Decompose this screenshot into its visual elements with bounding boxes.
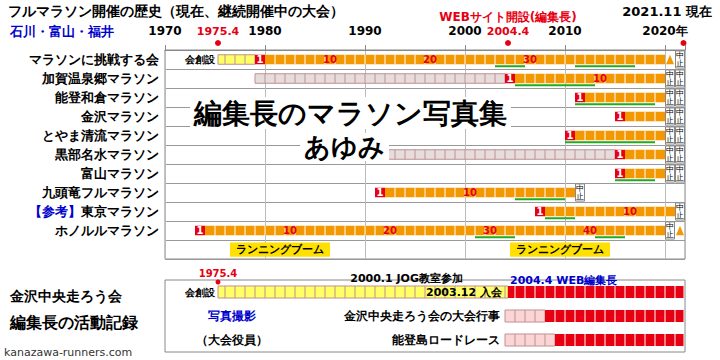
svg-text:止: 止 — [676, 97, 684, 106]
svg-text:2021.11 現在: 2021.11 現在 — [622, 4, 712, 19]
svg-text:止: 止 — [676, 78, 684, 87]
svg-text:中: 中 — [676, 50, 684, 60]
svg-text:石川・富山・福井: 石川・富山・福井 — [9, 24, 114, 39]
svg-text:あゆみ: あゆみ — [304, 132, 385, 162]
svg-text:止: 止 — [676, 59, 684, 68]
svg-text:10: 10 — [323, 54, 337, 65]
svg-text:1: 1 — [377, 187, 384, 198]
svg-text:1: 1 — [617, 168, 624, 179]
svg-text:編集長の活動記録: 編集長の活動記録 — [9, 313, 138, 332]
svg-text:九頭竜フルマラソン: 九頭竜フルマラソン — [41, 185, 159, 200]
svg-text:写真撮影: 写真撮影 — [208, 309, 256, 323]
svg-text:止: 止 — [676, 173, 684, 182]
svg-text:1975.4: 1975.4 — [199, 268, 238, 279]
svg-text:1: 1 — [197, 225, 204, 236]
svg-text:止: 止 — [676, 154, 684, 163]
svg-text:止: 止 — [666, 116, 674, 125]
svg-text:止: 止 — [666, 78, 674, 87]
svg-text:中: 中 — [676, 145, 684, 155]
svg-text:止: 止 — [666, 173, 674, 182]
svg-text:止: 止 — [666, 135, 674, 144]
svg-text:2004.4: 2004.4 — [487, 25, 530, 38]
svg-text:止: 止 — [576, 192, 584, 201]
svg-text:2004.4 WEB編集長: 2004.4 WEB編集長 — [510, 274, 617, 287]
svg-text:1: 1 — [617, 111, 624, 122]
svg-text:止: 止 — [666, 154, 674, 163]
svg-text:能登島ロードレース: 能登島ロードレース — [392, 333, 500, 347]
svg-text:金沢マラソン: 金沢マラソン — [80, 109, 159, 124]
svg-text:中: 中 — [676, 164, 684, 174]
svg-text:10: 10 — [283, 225, 297, 236]
svg-text:中: 中 — [666, 164, 674, 174]
svg-text:【参考】: 【参考】 — [29, 204, 81, 219]
svg-text:中: 中 — [666, 69, 674, 79]
svg-text:30: 30 — [483, 225, 497, 236]
svg-text:編集長のマラソン写真集: 編集長のマラソン写真集 — [193, 97, 507, 130]
svg-text:（大会役員）: （大会役員） — [196, 333, 268, 347]
svg-text:止: 止 — [676, 211, 684, 220]
svg-text:中: 中 — [676, 202, 684, 212]
svg-text:東京マラソン: 東京マラソン — [80, 204, 159, 219]
svg-text:中: 中 — [666, 145, 674, 155]
svg-text:中: 中 — [576, 183, 584, 193]
svg-text:止: 止 — [666, 97, 674, 106]
svg-text:中: 中 — [676, 88, 684, 98]
svg-text:1975.4: 1975.4 — [197, 25, 240, 38]
svg-text:2000: 2000 — [448, 24, 481, 38]
svg-text:とやま清流マラソン: とやま清流マラソン — [42, 128, 159, 143]
svg-text:WEBサイト開設(編集長): WEBサイト開設(編集長) — [439, 10, 577, 24]
svg-text:富山マラソン: 富山マラソン — [81, 166, 159, 181]
svg-text:20: 20 — [423, 54, 437, 65]
svg-text:10: 10 — [463, 187, 477, 198]
svg-text:能登和倉マラソン: 能登和倉マラソン — [55, 90, 159, 105]
svg-text:止: 止 — [676, 116, 684, 125]
svg-text:10: 10 — [593, 73, 607, 84]
svg-text:中: 中 — [676, 126, 684, 136]
svg-text:会創設: 会創設 — [184, 54, 216, 65]
svg-text:金沢中央走ろう会の大会行事: 金沢中央走ろう会の大会行事 — [343, 309, 500, 323]
svg-text:ランニングブーム: ランニングブーム — [236, 243, 324, 256]
svg-text:中: 中 — [676, 69, 684, 79]
svg-text:kanazawa-runners.com: kanazawa-runners.com — [4, 346, 132, 359]
svg-text:1: 1 — [257, 54, 264, 65]
svg-text:ホノルルマラソン: ホノルルマラソン — [54, 223, 159, 238]
svg-text:1990: 1990 — [348, 24, 381, 38]
svg-text:マラソンに挑戦する会: マラソンに挑戦する会 — [29, 52, 160, 67]
svg-text:1: 1 — [577, 92, 584, 103]
svg-text:黒部名水マラソン: 黒部名水マラソン — [54, 147, 159, 162]
svg-text:1970: 1970 — [148, 24, 181, 38]
svg-text:加賀温泉郷マラソン: 加賀温泉郷マラソン — [41, 71, 159, 86]
svg-text:中: 中 — [666, 107, 674, 117]
svg-text:中: 中 — [666, 221, 674, 231]
svg-text:2003.12 入会: 2003.12 入会 — [426, 286, 503, 299]
svg-text:20: 20 — [383, 225, 397, 236]
svg-text:1: 1 — [507, 73, 514, 84]
svg-text:1: 1 — [617, 149, 624, 160]
svg-text:止: 止 — [676, 135, 684, 144]
svg-text:30: 30 — [523, 54, 537, 65]
svg-text:フルマラソン開催の歴史（現在、継続開催中の大会）: フルマラソン開催の歴史（現在、継続開催中の大会） — [8, 3, 344, 19]
svg-text:1: 1 — [567, 130, 574, 141]
svg-text:中: 中 — [676, 107, 684, 117]
svg-text:2000.1 JOG教室参加: 2000.1 JOG教室参加 — [350, 272, 463, 285]
svg-text:止: 止 — [666, 230, 674, 239]
svg-text:1: 1 — [537, 206, 544, 217]
svg-text:中: 中 — [666, 126, 674, 136]
svg-text:40: 40 — [583, 225, 597, 236]
svg-text:1980: 1980 — [248, 24, 281, 38]
svg-text:中: 中 — [666, 88, 674, 98]
svg-text:2010: 2010 — [548, 24, 581, 38]
svg-text:会創設: 会創設 — [184, 287, 216, 298]
svg-text:金沢中央走ろう会: 金沢中央走ろう会 — [9, 288, 123, 305]
svg-text:10: 10 — [623, 206, 637, 217]
svg-text:2020年: 2020年 — [642, 24, 687, 38]
svg-text:ランニングブーム: ランニングブーム — [516, 243, 604, 256]
